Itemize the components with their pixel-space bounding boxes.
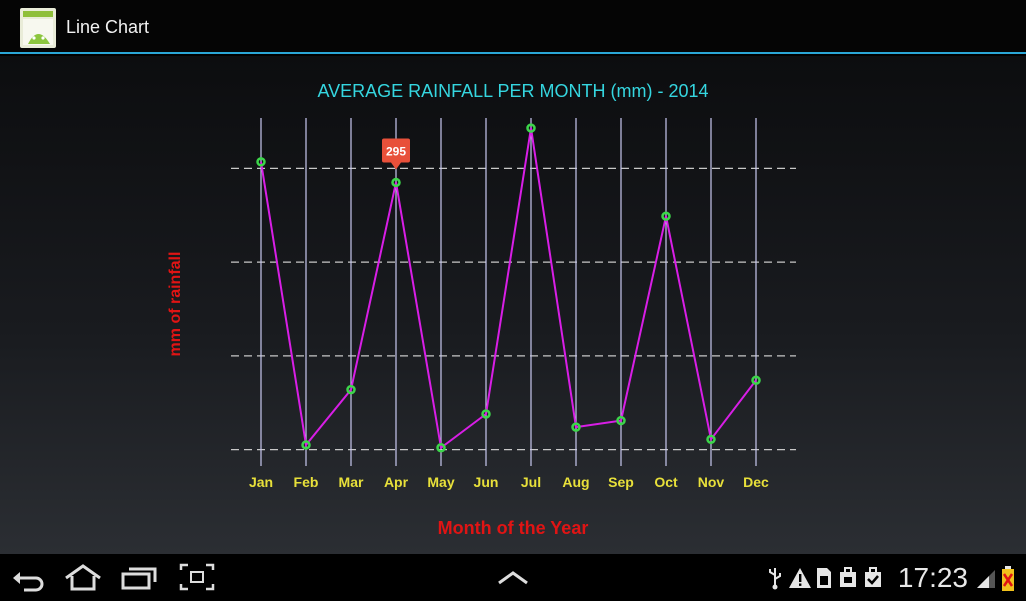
vertical-grid <box>260 118 757 466</box>
app-title: Line Chart <box>66 17 150 37</box>
action-bar: Line Chart <box>0 0 1026 54</box>
x-tick-label: May <box>427 474 454 490</box>
data-point <box>391 177 401 188</box>
data-point <box>256 157 266 167</box>
tooltip-label: 295 <box>386 144 406 158</box>
y-axis-label: mm of rainfall <box>167 252 184 357</box>
chevron-up-icon[interactable] <box>496 562 530 592</box>
signal-icon <box>977 570 995 588</box>
line-chart: 295 Jan Feb Mar Apr May Jun Jul Aug Sep Oct Nov Dec… <box>167 81 796 538</box>
x-tick-label: Sep <box>608 474 634 490</box>
chart-container: 295 Jan Feb Mar Apr May Jun Jul Aug Sep Oct Nov Dec… <box>0 56 1026 554</box>
recent-apps-button[interactable] <box>119 562 159 592</box>
x-tick-label: Jan <box>249 474 273 490</box>
data-point <box>436 443 446 453</box>
bag-check-icon <box>865 567 881 587</box>
x-tick-label: Aug <box>562 474 589 490</box>
battery-icon <box>1002 566 1014 591</box>
chart-title: AVERAGE RAINFALL PER MONTH (mm) - 2014 <box>317 81 708 101</box>
data-point <box>751 375 761 385</box>
data-point <box>481 409 491 419</box>
x-tick-label: Mar <box>339 474 364 490</box>
tooltip-pointer <box>391 162 401 170</box>
system-navigation-bar: 17:23 <box>0 554 1026 601</box>
x-tick-label: Feb <box>294 474 319 490</box>
series-line <box>260 127 757 450</box>
warning-icon <box>789 568 811 588</box>
x-axis-label: Month of the Year <box>438 518 589 538</box>
data-point <box>616 415 626 426</box>
clock: 17:23 <box>897 562 968 593</box>
data-point <box>346 384 356 395</box>
back-button[interactable] <box>8 562 48 592</box>
usb-icon <box>769 568 781 590</box>
screenshot-button[interactable] <box>178 562 218 592</box>
data-point <box>661 211 671 221</box>
bag-icon <box>840 567 856 587</box>
sd-card-icon <box>817 568 831 588</box>
x-tick-label: Oct <box>654 474 678 490</box>
x-tick-label: Apr <box>384 474 409 490</box>
home-button[interactable] <box>62 562 104 592</box>
x-tick-label: Dec <box>743 474 769 490</box>
value-tooltip: 295 <box>382 138 410 170</box>
data-point <box>526 123 536 133</box>
x-tick-label: Nov <box>698 474 725 490</box>
data-point <box>706 434 716 445</box>
data-point <box>571 422 581 432</box>
tooltip-box <box>382 138 410 163</box>
x-tick-labels: Jan Feb Mar Apr May Jun Jul Aug Sep Oct Nov Dec <box>249 474 769 490</box>
x-tick-label: Jul <box>521 474 541 490</box>
android-app-icon[interactable] <box>20 8 56 48</box>
x-tick-label: Jun <box>474 474 499 490</box>
data-point <box>301 440 311 450</box>
horizontal-grid <box>231 167 796 451</box>
data-markers <box>256 123 761 453</box>
